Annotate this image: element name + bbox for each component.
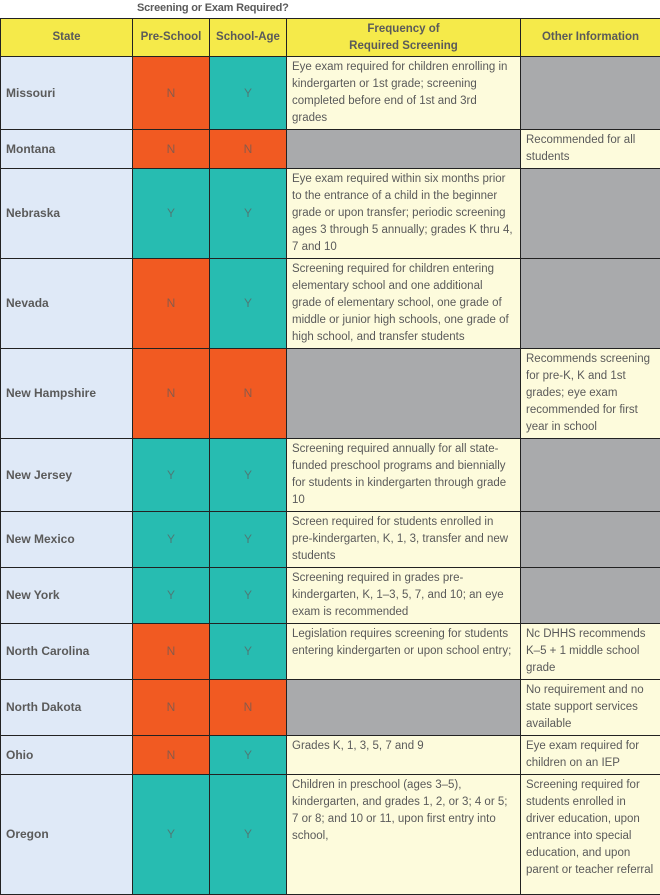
pre-school-status: N <box>133 736 210 775</box>
pre-school-status: N <box>133 57 210 130</box>
other-information-cell <box>521 439 660 512</box>
header-row: State Pre-School School-Age Frequency of… <box>1 19 660 57</box>
other-information-cell <box>521 512 660 568</box>
school-age-status: Y <box>210 736 287 775</box>
other-information-cell: Recommends screening for pre-K, K and 1s… <box>521 349 660 439</box>
pre-school-status: Y <box>133 439 210 512</box>
frequency-cell: Eye exam required within six months prio… <box>287 169 521 259</box>
header-pre-school: Pre-School <box>133 19 210 57</box>
pre-school-status: Y <box>133 169 210 259</box>
school-age-status: Y <box>210 57 287 130</box>
school-age-status: Y <box>210 624 287 680</box>
table-supertitle: Screening or Exam Required? <box>137 2 289 14</box>
state-name: New Hampshire <box>1 349 133 439</box>
state-name: Nevada <box>1 259 133 349</box>
frequency-cell: Children in preschool (ages 3–5), kinder… <box>287 775 521 895</box>
frequency-cell <box>287 349 521 439</box>
state-name: North Dakota <box>1 680 133 736</box>
frequency-cell: Screen required for students enrolled in… <box>287 512 521 568</box>
state-name: New Mexico <box>1 512 133 568</box>
other-information-cell: Screening required for students enrolled… <box>521 775 660 895</box>
pre-school-status: N <box>133 680 210 736</box>
frequency-cell: Legislation requires screening for stude… <box>287 624 521 680</box>
frequency-cell: Screening required annually for all stat… <box>287 439 521 512</box>
frequency-cell <box>287 130 521 169</box>
other-information-cell <box>521 169 660 259</box>
state-name: Oregon <box>1 775 133 895</box>
other-information-cell <box>521 57 660 130</box>
school-age-status: N <box>210 349 287 439</box>
state-name: Montana <box>1 130 133 169</box>
other-information-cell: Nc DHHS recommends K–5 + 1 middle school… <box>521 624 660 680</box>
pre-school-status: Y <box>133 512 210 568</box>
pre-school-status: N <box>133 349 210 439</box>
screening-requirements-table: State Pre-School School-Age Frequency of… <box>0 18 660 895</box>
pre-school-status: N <box>133 624 210 680</box>
school-age-status: Y <box>210 439 287 512</box>
school-age-status: N <box>210 130 287 169</box>
school-age-status: Y <box>210 568 287 624</box>
school-age-status: Y <box>210 259 287 349</box>
state-name: New Jersey <box>1 439 133 512</box>
frequency-cell: Screening required in grades pre-kinderg… <box>287 568 521 624</box>
school-age-status: Y <box>210 512 287 568</box>
state-name: Ohio <box>1 736 133 775</box>
header-other-information: Other Information <box>521 19 660 57</box>
pre-school-status: N <box>133 259 210 349</box>
header-state: State <box>1 19 133 57</box>
header-frequency: Frequency of Required Screening <box>287 19 521 57</box>
other-information-cell <box>521 259 660 349</box>
pre-school-status: N <box>133 130 210 169</box>
frequency-cell <box>287 680 521 736</box>
state-name: New York <box>1 568 133 624</box>
state-name: Nebraska <box>1 169 133 259</box>
other-information-cell: Recommended for all students <box>521 130 660 169</box>
frequency-cell: Eye exam required for children enrolling… <box>287 57 521 130</box>
state-name: North Carolina <box>1 624 133 680</box>
other-information-cell: Eye exam required for children on an IEP <box>521 736 660 775</box>
pre-school-status: Y <box>133 568 210 624</box>
school-age-status: Y <box>210 775 287 895</box>
frequency-cell: Screening required for children entering… <box>287 259 521 349</box>
school-age-status: Y <box>210 169 287 259</box>
other-information-cell: No requirement and no state support serv… <box>521 680 660 736</box>
state-name: Missouri <box>1 57 133 130</box>
header-frequency-line1: Frequency of <box>367 23 439 35</box>
other-information-cell <box>521 568 660 624</box>
header-frequency-line2: Required Screening <box>349 40 458 52</box>
header-school-age: School-Age <box>210 19 287 57</box>
frequency-cell: Grades K, 1, 3, 5, 7 and 9 <box>287 736 521 775</box>
school-age-status: N <box>210 680 287 736</box>
pre-school-status: Y <box>133 775 210 895</box>
